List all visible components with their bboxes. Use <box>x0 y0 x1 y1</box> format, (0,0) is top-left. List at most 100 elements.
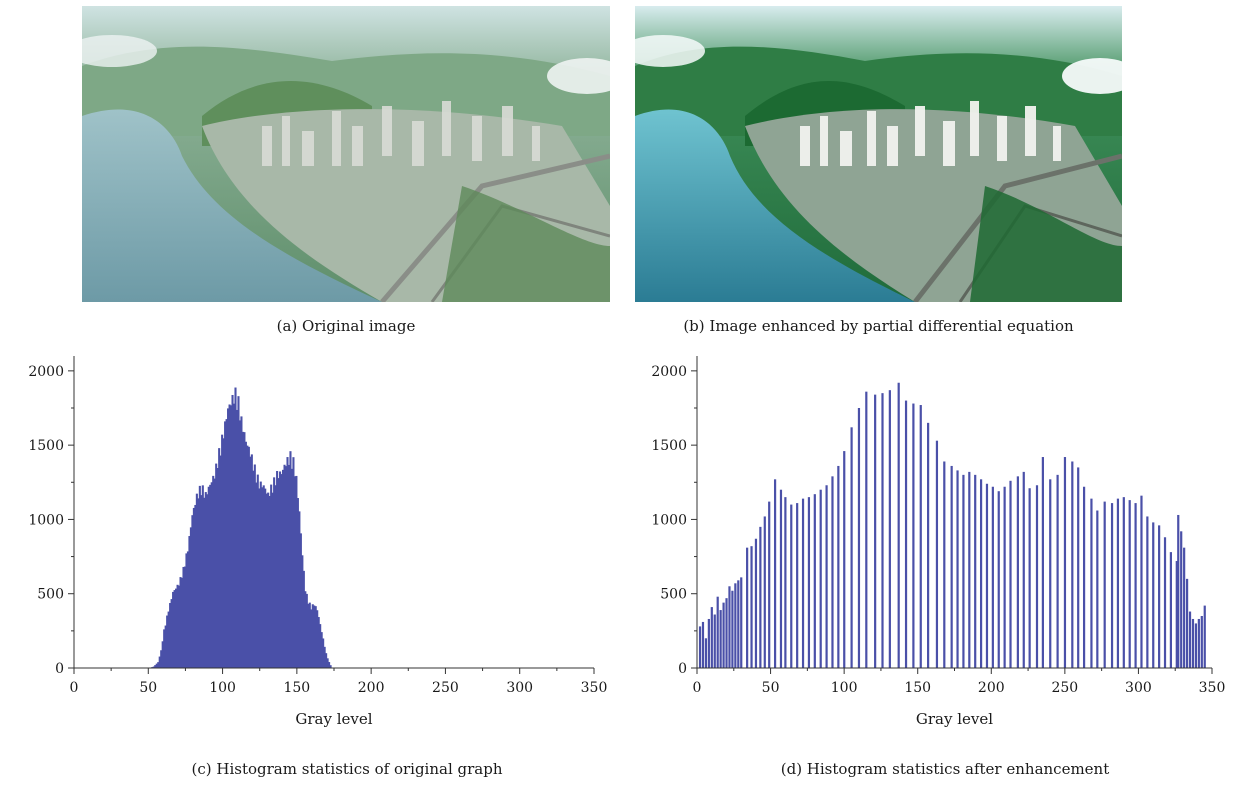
hist-c-bar <box>206 494 209 668</box>
hist-c-bar <box>319 624 322 668</box>
hist-d-bar <box>935 440 939 668</box>
caption-histogram-enhanced: (d) Histogram statistics after enhanceme… <box>780 760 1110 778</box>
hist-d-bar <box>1169 552 1172 668</box>
hist-d-bar <box>943 461 946 668</box>
hist-c-bar <box>157 662 160 668</box>
hist-c-bar <box>322 638 325 668</box>
hist-c-bar <box>308 602 311 668</box>
hist-d-y-tick-label: 2000 <box>651 364 687 380</box>
hist-c-bar <box>280 474 283 668</box>
hist-c-y-tick-label: 500 <box>37 587 64 603</box>
hist-c-bar <box>225 419 228 668</box>
hist-c-bar <box>290 468 293 668</box>
hist-c-bar <box>241 431 244 668</box>
hist-c-bar <box>195 493 198 668</box>
hist-c-bar <box>189 527 192 668</box>
hist-c-bar <box>311 604 314 668</box>
hist-d-bar <box>1056 474 1059 668</box>
hist-d-bar <box>707 618 710 668</box>
hist-d-bar <box>962 474 965 668</box>
hist-d-bar <box>881 393 884 668</box>
hist-c-bar <box>185 553 188 668</box>
hist-c-bar <box>287 464 291 668</box>
hist-d-bar <box>831 476 834 668</box>
hist-c-bar <box>160 650 163 668</box>
hist-d-bar <box>790 504 793 668</box>
histogram-enhanced-axes: 0 50 100 150 200 250 300 350 0 500 1000 1500 2000 Gra… <box>651 356 1225 728</box>
hist-d-bar <box>1197 618 1200 668</box>
hist-c-bar <box>151 667 154 668</box>
hist-d-bar <box>843 451 846 668</box>
hist-c-bar <box>164 625 167 668</box>
hist-c-bar <box>203 497 206 668</box>
hist-d-bar <box>1194 623 1198 668</box>
hist-d-bar <box>1049 479 1052 668</box>
hist-c-bar <box>161 641 164 668</box>
hist-c-bar <box>259 481 262 668</box>
hist-c-bar <box>270 484 273 668</box>
hist-d-bar <box>1188 611 1192 668</box>
caption-original-image: (a) Original image <box>276 317 416 335</box>
hist-c-x-tick-label: 50 <box>139 680 157 696</box>
hist-d-bar <box>1071 461 1074 668</box>
hist-c-x-tick-label: 250 <box>432 680 459 696</box>
hist-d-bar <box>979 479 983 668</box>
hist-d-bar <box>796 503 799 668</box>
hist-d-bar <box>950 465 953 668</box>
hist-d-bar <box>1090 498 1093 668</box>
hist-d-bar <box>1116 498 1120 668</box>
hist-c-bar <box>256 474 259 668</box>
hist-d-bar <box>874 394 877 668</box>
hist-c-bar <box>328 662 331 668</box>
hist-c-bar <box>284 466 288 668</box>
hist-c-bar <box>247 446 250 668</box>
hist-d-bar <box>819 489 822 668</box>
hist-c-bar <box>155 663 158 668</box>
histogram-original-axes: 0 50 100 150 200 250 300 350 0 500 1000 1500 2000 Gra… <box>28 356 607 728</box>
hist-d-bar <box>974 474 977 668</box>
hist-c-bar <box>282 469 285 668</box>
hist-d-bar <box>1028 488 1031 668</box>
hist-d-bar <box>1041 457 1044 668</box>
hist-d-y-tick-label: 500 <box>660 587 687 603</box>
hist-c-bar <box>258 488 261 668</box>
hist-c-bar <box>221 434 224 668</box>
hist-c-bar <box>191 515 194 668</box>
hist-c-bar <box>265 493 268 668</box>
hist-d-bar <box>904 400 908 668</box>
hist-c-bar <box>173 590 176 668</box>
hist-d-bar <box>1103 501 1106 668</box>
hist-c-bar <box>232 403 236 668</box>
hist-d-bar <box>773 479 777 668</box>
hist-c-bar <box>212 475 215 668</box>
hist-c-bar <box>273 477 276 668</box>
hist-d-bar <box>1158 525 1161 668</box>
hist-c-bar <box>276 470 279 668</box>
hist-d-bar <box>1140 495 1143 668</box>
hist-d-bar <box>1003 486 1006 668</box>
hist-c-bar <box>207 486 210 668</box>
hist-d-bar <box>719 610 722 668</box>
hist-d-x-tick-label: 0 <box>693 680 702 696</box>
hist-c-bar <box>163 629 166 668</box>
hist-c-bar <box>169 603 172 668</box>
hist-c-bar <box>252 470 255 668</box>
hist-d-x-tick-label: 250 <box>1051 680 1078 696</box>
hist-d-bar <box>1134 503 1137 668</box>
hist-d-bar <box>837 465 840 668</box>
hist-c-bar <box>267 492 270 668</box>
hist-c-bar <box>200 495 203 668</box>
hist-d-bar <box>734 583 737 668</box>
hist-c-bar <box>238 420 241 668</box>
hist-d-bar <box>1009 480 1012 668</box>
hist-d-bar <box>746 547 749 668</box>
hist-d-bar <box>897 382 900 668</box>
hist-d-bar <box>985 483 989 668</box>
hist-d-bar <box>807 497 811 668</box>
hist-c-bar <box>176 584 179 668</box>
hist-c-bar <box>255 482 258 668</box>
histogram-enhanced-bars <box>698 382 1206 668</box>
hist-c-y-tick-label: 1500 <box>28 438 64 454</box>
hist-d-bar <box>784 497 787 668</box>
hist-c-bar <box>152 666 155 668</box>
